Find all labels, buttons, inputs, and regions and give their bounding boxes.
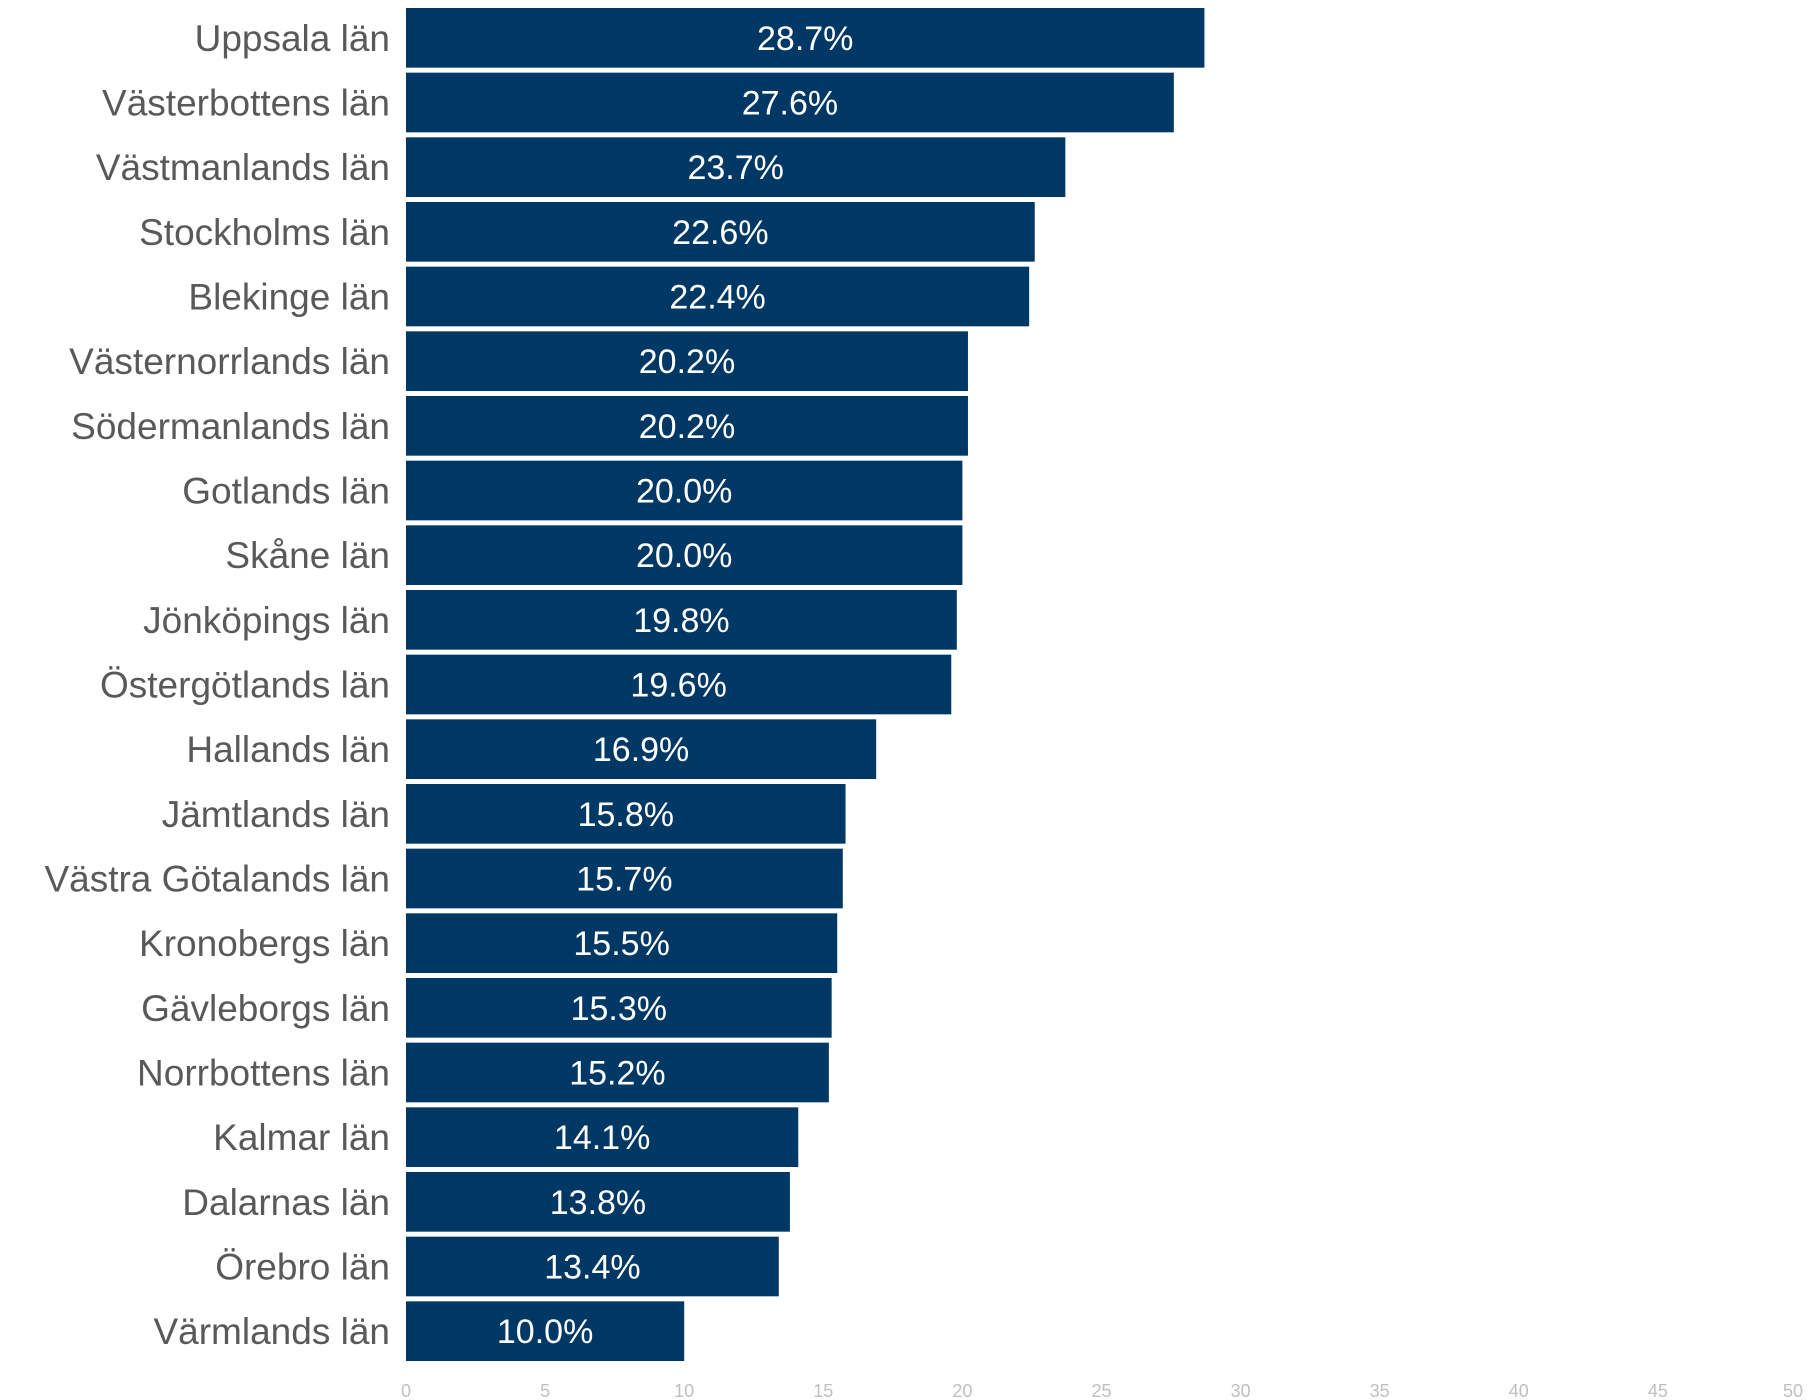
x-tick-label: 30 [1231,1381,1251,1400]
data-label: 15.3% [571,990,667,1028]
bar [406,1172,790,1232]
category-label: Jämtlands län [162,794,390,835]
data-label: 20.0% [636,537,732,575]
bar [406,719,877,779]
x-tick-label: 10 [674,1381,694,1400]
x-axis-ticks-group: 0 5 10 15 20 25 30 35 40 45 50 [401,1381,1803,1400]
bar [406,654,952,715]
bar [406,913,838,973]
bars-group [406,8,1205,1361]
category-label: Västernorrlands län [69,341,390,382]
x-tick-label: 25 [1091,1381,1111,1400]
data-label: 14.1% [554,1119,650,1157]
data-label: 20.2% [639,343,735,381]
category-label: Blekinge län [188,277,390,318]
x-tick-label: 35 [1370,1381,1390,1400]
category-label: Uppsala län [195,18,390,59]
category-label: Östergötlands län [100,665,390,706]
category-label: Kalmar län [213,1117,390,1158]
bar [406,1042,829,1103]
data-label: 13.8% [550,1184,646,1222]
x-tick-label: 5 [540,1381,550,1400]
category-labels-group: Uppsala län Västerbottens län Västmanlands… [44,18,390,1352]
data-labels-group: 28.7% 27.6% 23.7% 22.6% 22.4% 20.2% 20.2% 20.0%… [497,20,854,1351]
data-label: 15.7% [576,861,672,899]
bar [406,137,1066,197]
bar [406,460,963,521]
category-label: Skåne län [225,535,390,576]
bar [406,266,1030,327]
category-label: Stockholms län [139,212,390,253]
category-label: Kronobergs län [139,923,390,964]
bar [406,1236,779,1297]
bar [406,525,963,585]
category-label: Norrbottens län [137,1053,390,1094]
bar [406,72,1174,133]
data-label: 20.2% [639,408,735,446]
bar [406,590,957,650]
x-tick-label: 0 [401,1381,411,1400]
bar [406,848,843,909]
category-label: Dalarnas län [182,1182,390,1223]
data-label: 19.8% [633,602,729,640]
x-tick-label: 20 [952,1381,972,1400]
data-label: 20.0% [636,473,732,511]
bar [406,202,1035,262]
category-label: Gävleborgs län [141,988,390,1029]
bar [406,8,1205,68]
category-label: Värmlands län [153,1311,390,1352]
category-label: Västmanlands län [96,147,390,188]
data-label: 16.9% [593,731,689,769]
category-label: Södermanlands län [71,406,390,447]
x-tick-label: 15 [813,1381,833,1400]
data-label: 23.7% [687,149,783,187]
category-label: Hallands län [186,729,390,770]
category-label: Örebro län [215,1247,390,1288]
bar [406,1107,799,1167]
x-tick-label: 40 [1509,1381,1529,1400]
category-label: Gotlands län [182,471,390,512]
bar [406,784,846,844]
category-label: Västra Götalands län [44,859,390,900]
bar [406,1301,685,1361]
data-label: 19.6% [630,667,726,705]
x-tick-label: 50 [1783,1381,1803,1400]
data-label: 10.0% [497,1313,593,1351]
data-label: 15.2% [569,1055,665,1093]
data-label: 27.6% [742,85,838,123]
data-label: 28.7% [757,20,853,58]
data-label: 15.8% [578,796,674,834]
bar [406,978,832,1038]
category-label: Västerbottens län [102,83,390,124]
data-label: 15.5% [573,925,669,963]
category-label: Jönköpings län [143,600,390,641]
x-tick-label: 45 [1648,1381,1668,1400]
bar [406,396,968,456]
bar [406,331,968,391]
data-label: 22.4% [669,279,765,317]
data-label: 13.4% [544,1249,640,1287]
data-label: 22.6% [672,214,768,252]
